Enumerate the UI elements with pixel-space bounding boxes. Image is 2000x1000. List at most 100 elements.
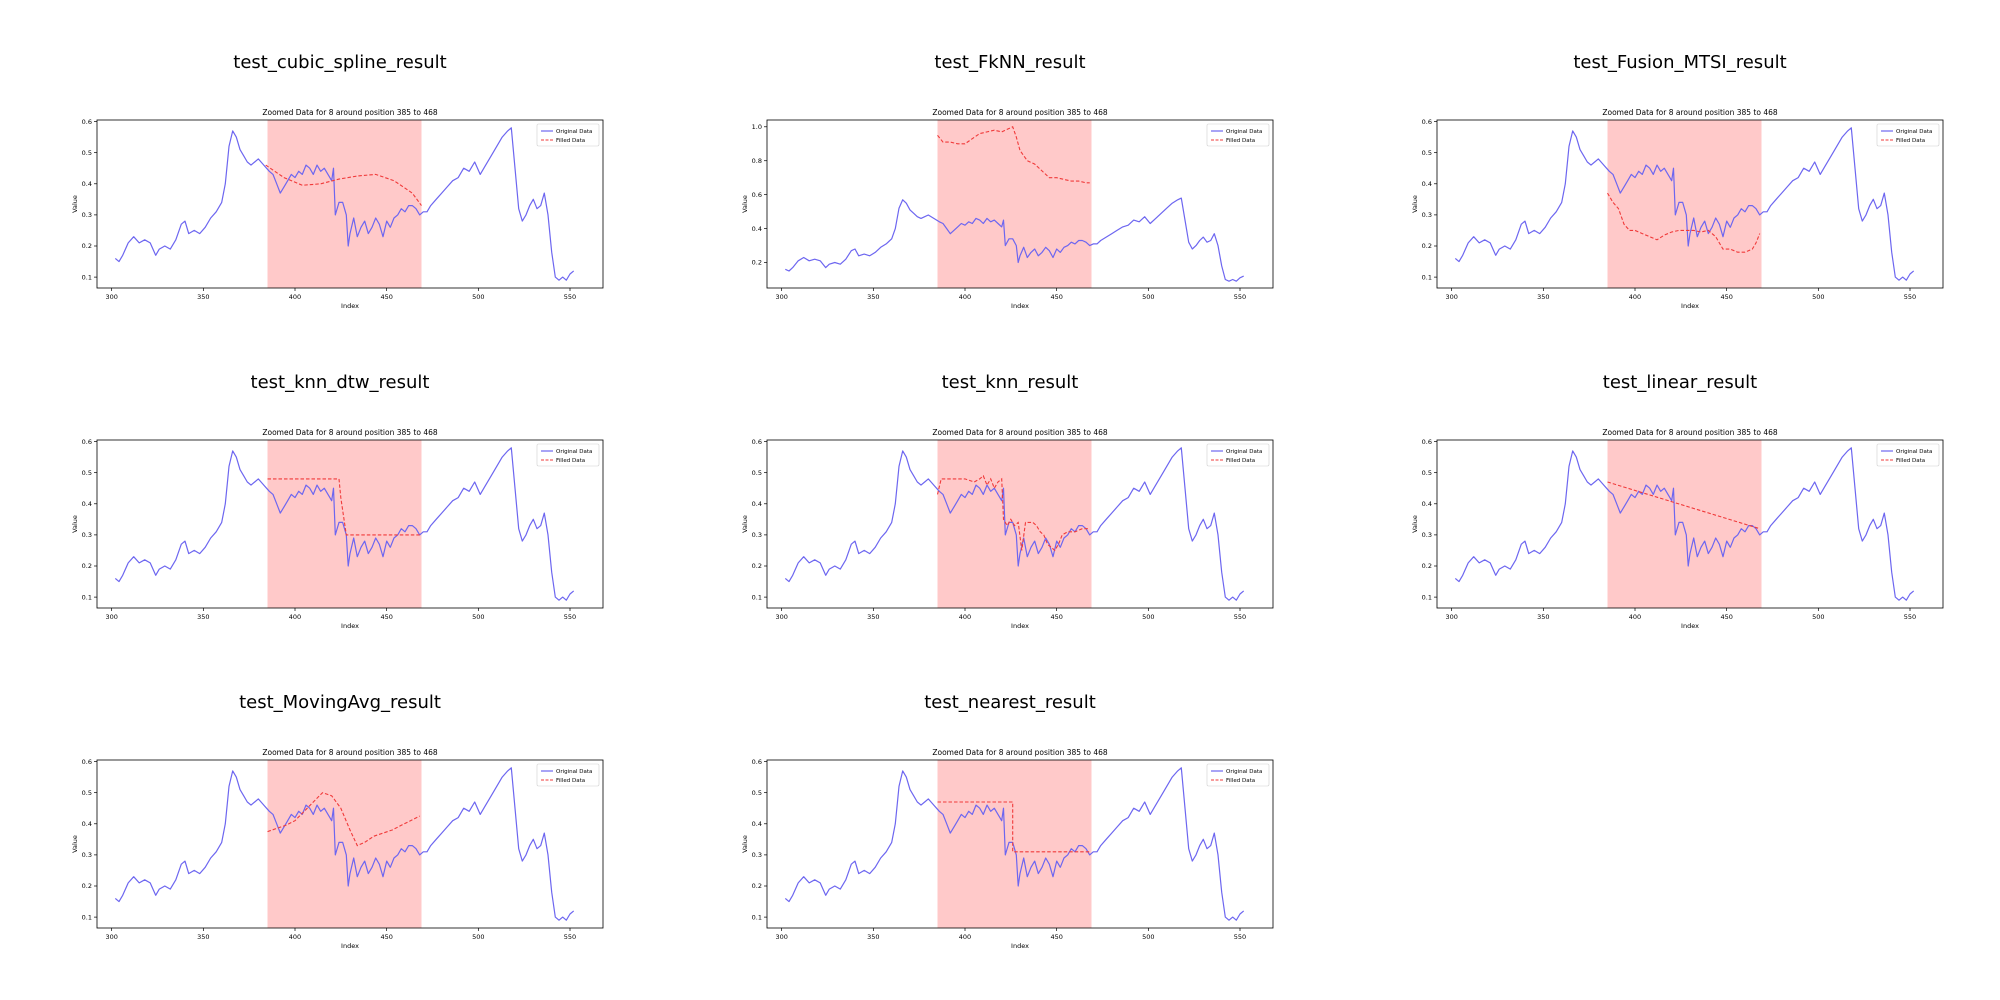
y-tick-label: 1.0 [752, 123, 762, 131]
y-axis-label: Value [741, 195, 749, 213]
x-tick-label: 400 [1629, 613, 1641, 621]
subplot-title: Zoomed Data for 8 around position 385 to… [932, 428, 1108, 437]
x-axis-label: Index [1011, 622, 1029, 630]
y-tick-label: 0.6 [82, 438, 92, 446]
legend-label-filled: Filled Data [556, 778, 585, 784]
gap-region [1607, 120, 1762, 288]
line-chart: Zoomed Data for 8 around position 385 to… [71, 748, 604, 950]
figure-title: test_cubic_spline_result [233, 52, 447, 73]
y-axis-label: Value [1411, 195, 1419, 213]
gap-region [937, 760, 1092, 928]
plot-group: Zoomed Data for 8 around position 385 to… [741, 108, 1274, 310]
figure-title: test_knn_result [941, 372, 1079, 393]
x-tick-label: 350 [1537, 293, 1549, 301]
x-axis-label: Index [1011, 302, 1029, 310]
y-tick-label: 0.5 [82, 469, 92, 477]
original-data-line [1454, 447, 1915, 601]
axes-frame [96, 439, 604, 609]
y-tick-label: 0.2 [752, 882, 762, 890]
figure-title: test_MovingAvg_result [239, 692, 441, 713]
x-tick-label: 550 [564, 933, 576, 941]
x-tick-label: 550 [1904, 293, 1916, 301]
legend-label-filled: Filled Data [556, 458, 585, 464]
x-axis-label: Index [341, 302, 359, 310]
legend-label-original: Original Data [1896, 129, 1932, 135]
y-axis-label: Value [741, 835, 749, 853]
y-tick-label: 0.1 [752, 593, 762, 601]
legend-label-original: Original Data [1226, 769, 1262, 775]
figure-title: test_FkNN_result [934, 52, 1086, 73]
y-tick-label: 0.6 [752, 191, 762, 199]
x-tick-label: 550 [564, 613, 576, 621]
y-tick-label: 0.1 [82, 593, 92, 601]
x-tick-label: 400 [289, 293, 301, 301]
x-axis-label: Index [1681, 302, 1699, 310]
x-tick-label: 400 [289, 933, 301, 941]
original-data-line [114, 447, 575, 601]
legend-label-filled: Filled Data [1896, 458, 1925, 464]
filled-data-line [937, 126, 1090, 184]
x-tick-label: 300 [105, 293, 117, 301]
legend-label-original: Original Data [1226, 449, 1262, 455]
original-data-line [784, 767, 1245, 921]
y-tick-label: 0.3 [82, 851, 92, 859]
axes-frame [96, 759, 604, 929]
y-tick-label: 0.4 [752, 500, 762, 508]
x-tick-label: 300 [105, 933, 117, 941]
y-axis-label: Value [741, 515, 749, 533]
y-axis-label: Value [1411, 515, 1419, 533]
chart-panel: test_nearest_result Zoomed Data for 8 aro… [710, 690, 1310, 960]
y-tick-label: 0.5 [82, 789, 92, 797]
y-tick-label: 0.5 [82, 149, 92, 157]
y-tick-label: 0.4 [752, 225, 762, 233]
chart-panel: test_knn_result Zoomed Data for 8 around … [710, 370, 1310, 640]
legend-label-filled: Filled Data [1226, 778, 1255, 784]
x-tick-label: 300 [1445, 613, 1457, 621]
axes-frame [766, 759, 1274, 929]
gap-region [937, 120, 1092, 288]
chart-panel: test_MovingAvg_result Zoomed Data for 8 a… [40, 690, 640, 960]
line-chart: Zoomed Data for 8 around position 385 to… [741, 748, 1274, 950]
x-tick-label: 500 [1142, 933, 1154, 941]
x-tick-label: 500 [472, 933, 484, 941]
chart-panel: test_cubic_spline_result Zoomed Data for … [40, 50, 640, 320]
x-tick-label: 400 [959, 933, 971, 941]
y-tick-label: 0.4 [82, 820, 92, 828]
figure-title: test_linear_result [1602, 372, 1758, 393]
legend-label-filled: Filled Data [1226, 458, 1255, 464]
plot-group: Zoomed Data for 8 around position 385 to… [1411, 108, 1944, 310]
x-tick-label: 500 [1812, 613, 1824, 621]
x-tick-label: 550 [1904, 613, 1916, 621]
x-axis-label: Index [1681, 622, 1699, 630]
plot-group: Zoomed Data for 8 around position 385 to… [741, 428, 1274, 630]
axes-frame [1436, 119, 1944, 289]
legend-label-original: Original Data [1226, 129, 1262, 135]
x-tick-label: 300 [775, 293, 787, 301]
subplot-title: Zoomed Data for 8 around position 385 to… [1602, 428, 1778, 437]
x-tick-label: 450 [1720, 293, 1732, 301]
y-tick-label: 0.6 [82, 118, 92, 126]
filled-data-line [937, 801, 1090, 853]
gap-region [937, 440, 1092, 608]
y-tick-label: 0.6 [82, 758, 92, 766]
y-tick-label: 0.1 [82, 913, 92, 921]
gap-region [1607, 440, 1762, 608]
original-data-line [114, 127, 575, 281]
line-chart: Zoomed Data for 8 around position 385 to… [741, 428, 1274, 630]
x-tick-label: 500 [1142, 293, 1154, 301]
x-tick-label: 300 [775, 613, 787, 621]
gap-region [267, 120, 422, 288]
plot-group: Zoomed Data for 8 around position 385 to… [1411, 428, 1944, 630]
x-tick-label: 450 [1050, 613, 1062, 621]
y-axis-label: Value [71, 195, 79, 213]
legend-label-original: Original Data [556, 449, 592, 455]
original-data-line [114, 767, 575, 921]
x-tick-label: 550 [1234, 293, 1246, 301]
x-tick-label: 300 [1445, 293, 1457, 301]
y-tick-label: 0.6 [1422, 118, 1432, 126]
axes-frame [1436, 439, 1944, 609]
x-tick-label: 500 [1142, 613, 1154, 621]
chart-panel: test_Fusion_MTSI_result Zoomed Data for 8… [1380, 50, 1980, 320]
chart-panel: test_FkNN_result Zoomed Data for 8 around… [710, 50, 1310, 320]
